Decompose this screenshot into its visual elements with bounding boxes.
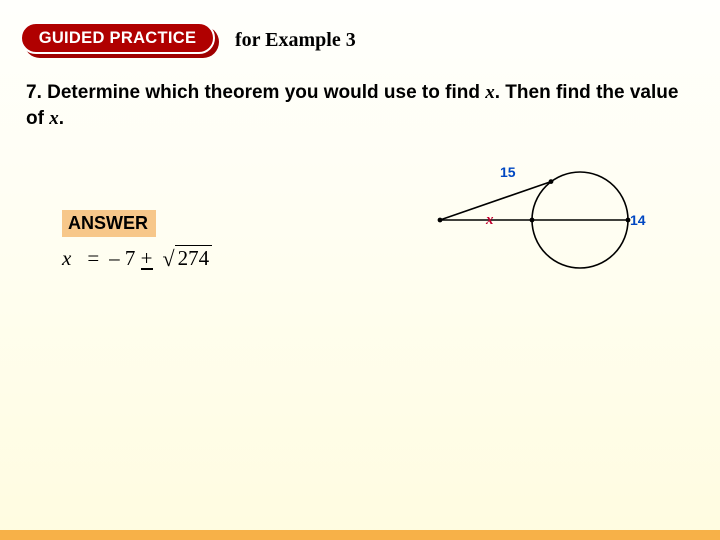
radical-icon: √: [163, 248, 175, 270]
bottom-strip: [0, 530, 720, 540]
variable-x: x: [49, 108, 59, 129]
guided-practice-badge: GUIDED PRACTICE: [20, 22, 215, 58]
equals-sign: =: [87, 246, 99, 271]
diagram-svg: [430, 150, 650, 290]
badge-label: GUIDED PRACTICE: [20, 22, 215, 54]
question-part-a: Determine which theorem you would use to…: [47, 82, 485, 103]
label-15: 15: [500, 164, 516, 180]
question-text: 7. Determine which theorem you would use…: [0, 58, 720, 131]
question-number: 7.: [26, 82, 42, 103]
header-row: GUIDED PRACTICE for Example 3: [0, 0, 720, 58]
for-example-label: for Example 3: [235, 29, 356, 52]
answer-equation: x = – 7 + √274: [62, 245, 212, 271]
variable-x: x: [485, 82, 495, 103]
answer-label: ANSWER: [62, 210, 156, 237]
answer-x: x: [62, 246, 77, 271]
label-14: 14: [630, 212, 646, 228]
neg-seven: – 7: [109, 246, 135, 270]
circle-diagram: 15 x 14: [430, 150, 650, 290]
radicand: 274: [175, 245, 213, 271]
question-part-c: .: [59, 108, 64, 129]
label-x: x: [486, 212, 494, 229]
plus-minus: +: [141, 246, 153, 271]
answer-block: ANSWER x = – 7 + √274: [62, 210, 212, 271]
sqrt-expr: √274: [163, 245, 213, 271]
